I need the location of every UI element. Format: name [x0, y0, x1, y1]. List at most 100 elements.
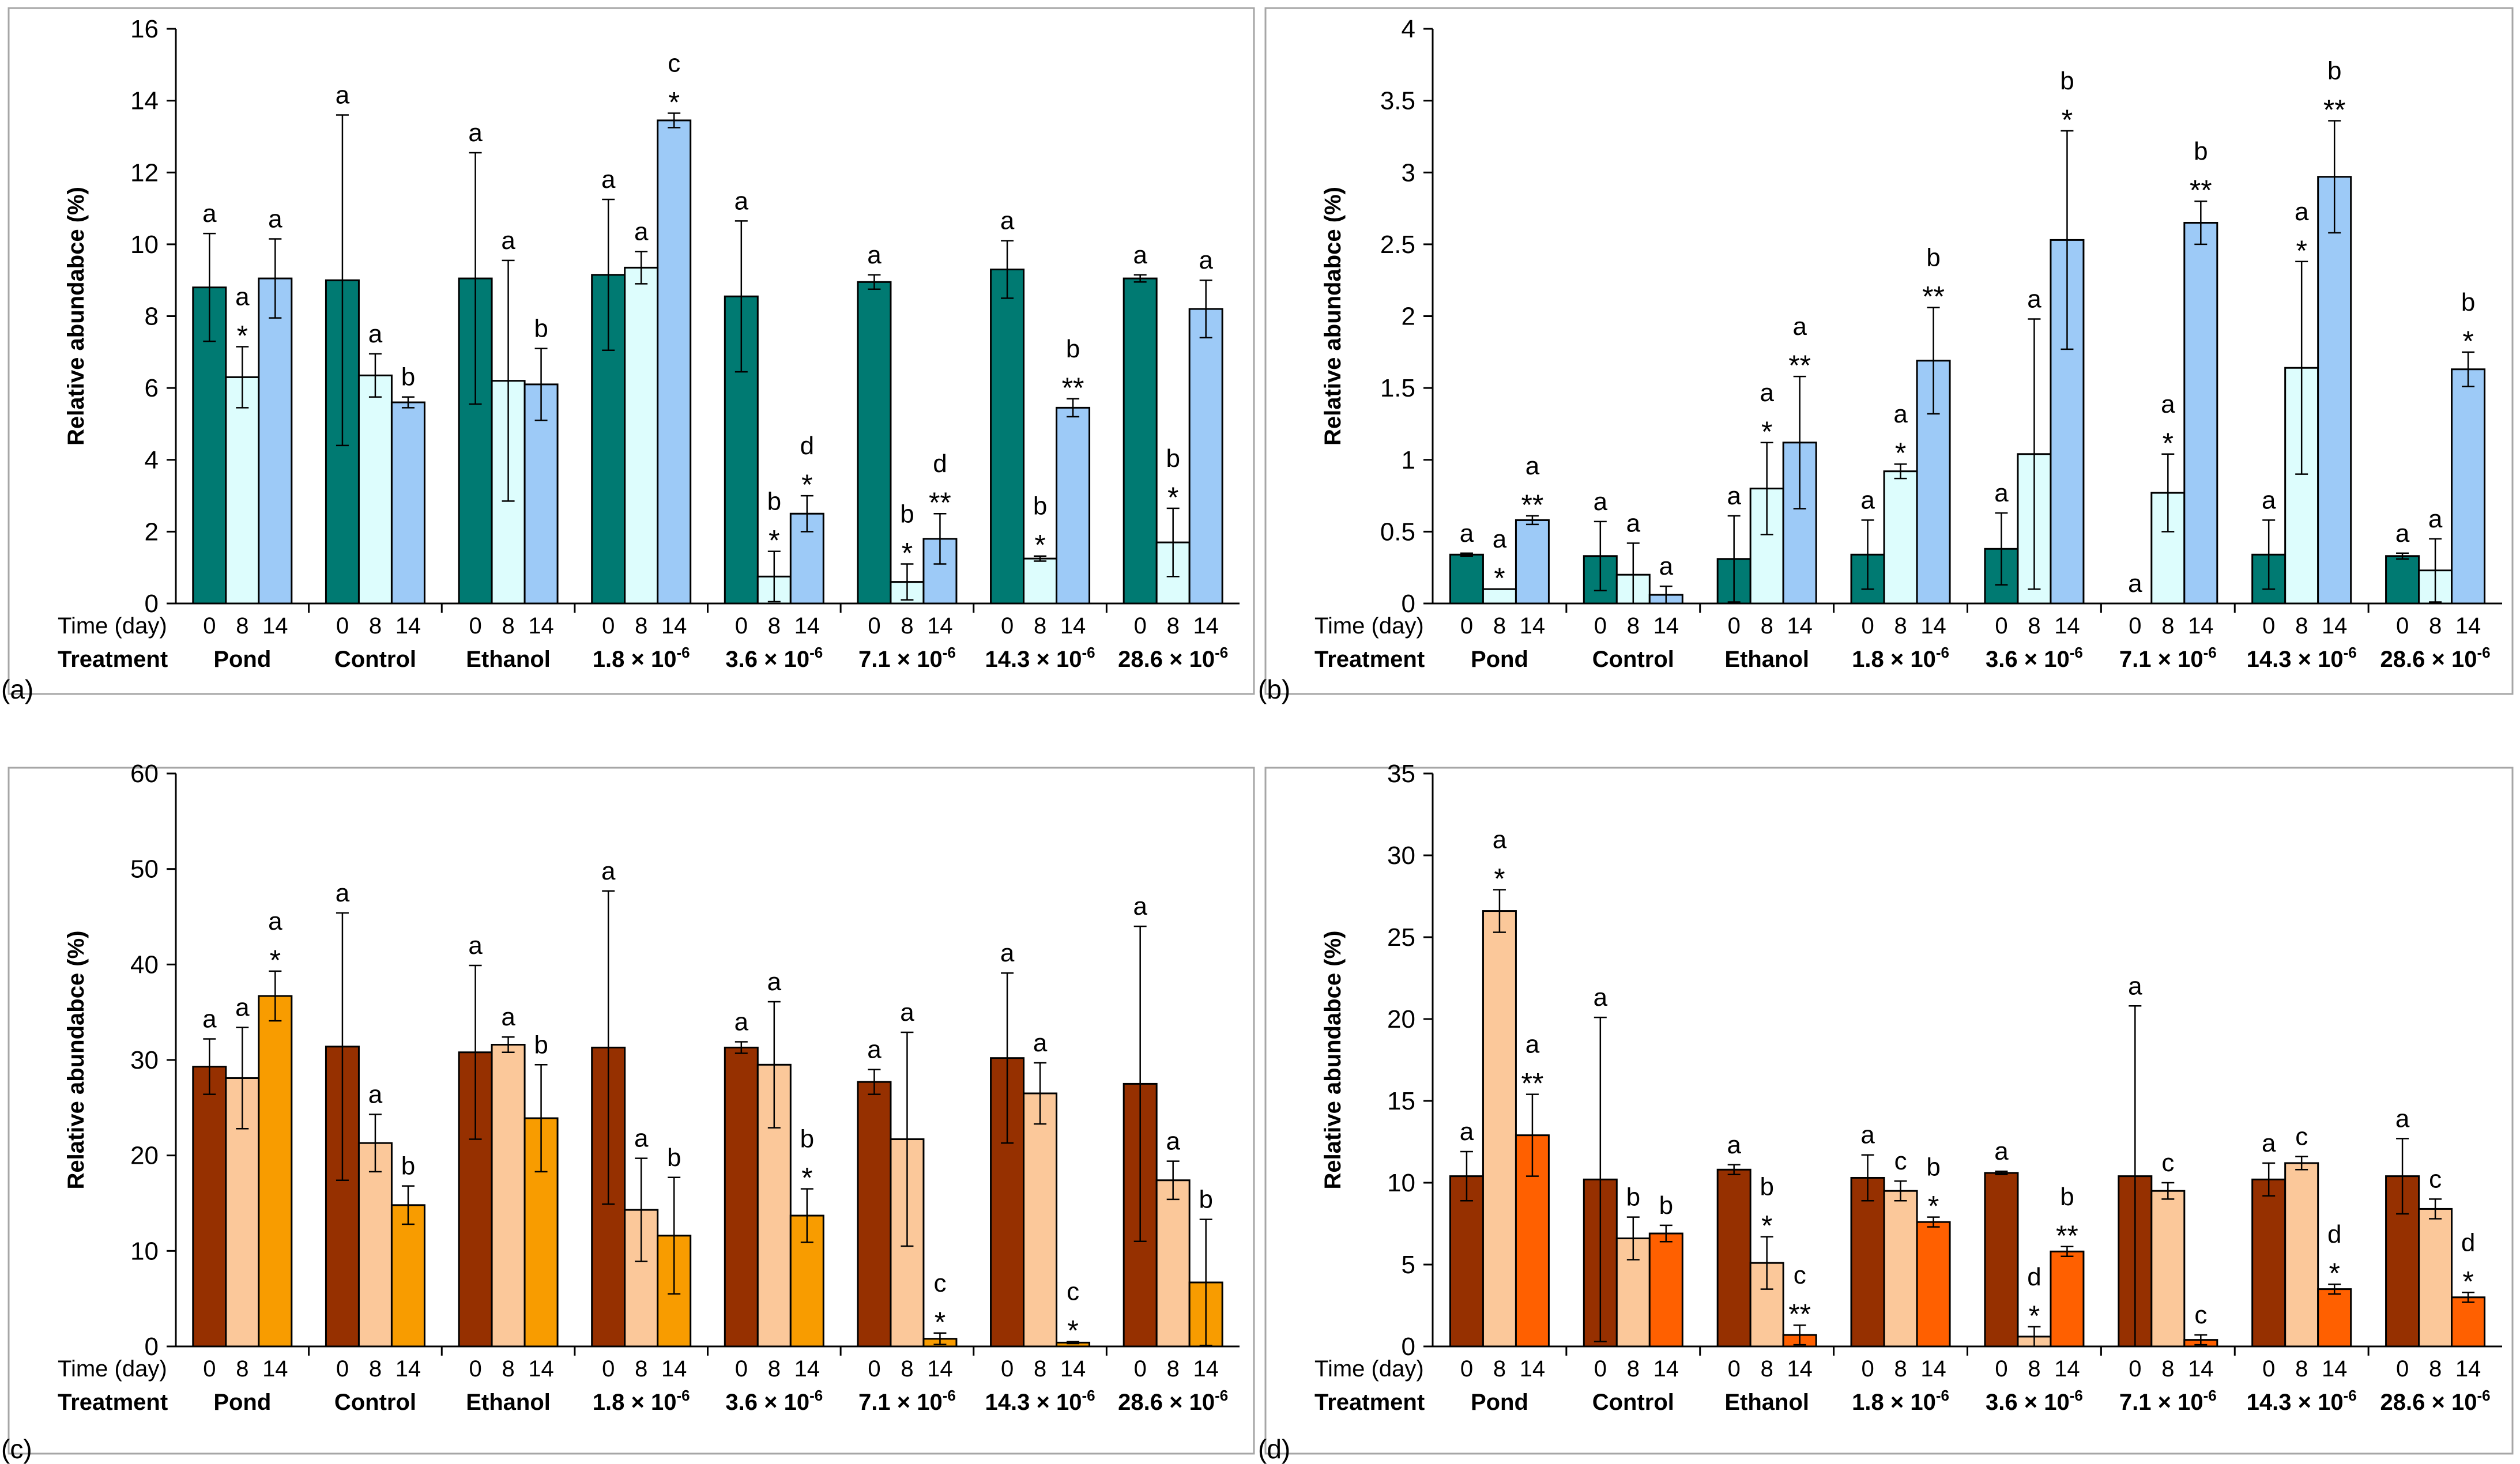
significance-star: *: [902, 537, 913, 569]
group-letter: a: [1792, 312, 1807, 341]
group-letter: b: [1066, 335, 1080, 363]
group-letter: c: [1794, 1261, 1806, 1289]
bar: [657, 119, 692, 605]
group-letter: b: [1926, 1153, 1940, 1182]
y-tick-label: 20: [130, 1142, 159, 1170]
bar: [1155, 1179, 1191, 1348]
group-letter: d: [800, 432, 814, 460]
treatment-label: 14.3 × 10-6: [985, 1387, 1095, 1415]
group-letter: c: [668, 49, 680, 77]
panel-frame: [7, 767, 1255, 1455]
significance-star: *: [270, 944, 281, 976]
y-tick-label: 2.5: [1380, 231, 1415, 259]
time-tick-label: 14: [661, 613, 687, 639]
group-letter: a: [235, 994, 250, 1022]
significance-star: **: [929, 486, 951, 519]
time-tick-label: 0: [2262, 1356, 2275, 1382]
group-letter: a: [867, 241, 882, 269]
y-tick-label: 10: [1387, 1169, 1415, 1197]
group-letter: a: [1860, 486, 1875, 514]
treatment-exponent: -6: [1936, 644, 1949, 661]
bar: [857, 281, 892, 605]
time-tick-label: 14: [2188, 613, 2214, 639]
time-tick-label: 8: [901, 613, 913, 639]
group-letter: a: [1493, 826, 1507, 854]
treatment-label: 28.6 × 10-6: [1118, 644, 1228, 672]
panel-frame: [7, 7, 1255, 695]
bar: [2150, 1190, 2186, 1348]
y-tick-label: 1: [1402, 446, 1415, 474]
group-letter: b: [1926, 244, 1940, 272]
significance-star: *: [1167, 481, 1178, 514]
time-tick-label: 0: [1861, 613, 1874, 639]
panel-c: 0 10 20 30 40 50 60 Relative abundabce (%) a 0 a 8 *…: [1, 760, 1255, 1464]
time-tick-label: 0: [1995, 613, 2007, 639]
group-letter: a: [900, 998, 914, 1027]
group-letter: b: [401, 363, 415, 391]
y-axis-label: Relative abundabce (%): [1320, 930, 1346, 1189]
time-tick-label: 14: [1060, 613, 1086, 639]
time-tick-label: 14: [262, 613, 288, 639]
group-letter: a: [1460, 1118, 1474, 1146]
treatment-label: 28.6 × 10-6: [2380, 644, 2491, 672]
time-tick-label: 8: [1627, 613, 1640, 639]
bar: [1883, 1190, 1918, 1348]
significance-star: **: [1788, 349, 1811, 382]
time-tick-label: 8: [1761, 1356, 1773, 1382]
treatment-label: 1.8 × 10-6: [593, 644, 690, 672]
time-tick-label: 0: [735, 613, 748, 639]
group-letter: a: [1493, 525, 1507, 553]
group-letter: b: [2060, 1183, 2074, 1211]
panel-frame: [1264, 767, 2514, 1455]
time-tick-label: 14: [1193, 613, 1219, 639]
group-letter: a: [468, 931, 483, 960]
y-tick-label: 0: [145, 590, 159, 618]
treatment-label: Control: [334, 1390, 416, 1415]
treatment-label: 7.1 × 10-6: [2119, 1387, 2217, 1415]
time-row-label: Time (day): [1314, 1356, 1424, 1382]
treatment-label: Control: [1592, 647, 1674, 672]
bar: [2451, 368, 2486, 605]
treatment-label: 14.3 × 10-6: [2247, 1387, 2357, 1415]
bar: [1449, 1175, 1484, 1348]
significance-star: *: [801, 1162, 812, 1194]
bar: [1482, 910, 1517, 1348]
group-letter: a: [767, 968, 782, 996]
significance-star: *: [1928, 1190, 1939, 1222]
y-tick-label: 12: [130, 159, 159, 187]
time-tick-label: 8: [1167, 613, 1180, 639]
treatment-exponent: -6: [2344, 1387, 2357, 1404]
group-letter: a: [734, 187, 749, 215]
treatment-label: 1.8 × 10-6: [1852, 1387, 1949, 1415]
treatment-exponent: -6: [1082, 644, 1095, 661]
time-tick-label: 0: [336, 613, 349, 639]
treatment-label: 3.6 × 10-6: [1986, 644, 2083, 672]
group-letter: b: [2327, 57, 2341, 85]
time-tick-label: 8: [502, 613, 514, 639]
group-letter: a: [336, 81, 350, 110]
time-tick-label: 8: [768, 613, 781, 639]
time-tick-label: 8: [369, 1356, 382, 1382]
time-tick-label: 14: [395, 613, 421, 639]
group-letter: a: [1525, 1031, 1540, 1059]
y-tick-label: 50: [130, 855, 159, 884]
treatment-exponent: -6: [2344, 644, 2357, 661]
group-letter: d: [2327, 1220, 2341, 1248]
panel-label: (b): [1258, 674, 1290, 704]
treatment-label: Control: [334, 647, 416, 672]
group-letter: a: [2128, 972, 2142, 1000]
treatment-label: Pond: [1471, 647, 1528, 672]
significance-star: *: [1761, 416, 1772, 448]
group-letter: a: [1033, 1029, 1048, 1057]
bar: [1883, 470, 1918, 605]
panel-d: 0 5 10 15 20 25 30 35 Relative abundabce (%) a 0 * a…: [1258, 760, 2514, 1464]
group-letter: c: [2161, 1149, 2174, 1177]
group-letter: b: [1166, 444, 1180, 473]
treatment-exponent: -6: [2070, 644, 2083, 661]
bar: [258, 277, 293, 605]
group-letter: a: [867, 1036, 882, 1064]
time-tick-label: 0: [868, 613, 880, 639]
time-tick-label: 14: [1193, 1356, 1219, 1382]
y-tick-label: 16: [130, 15, 159, 43]
treatment-exponent: -6: [2203, 1387, 2217, 1404]
